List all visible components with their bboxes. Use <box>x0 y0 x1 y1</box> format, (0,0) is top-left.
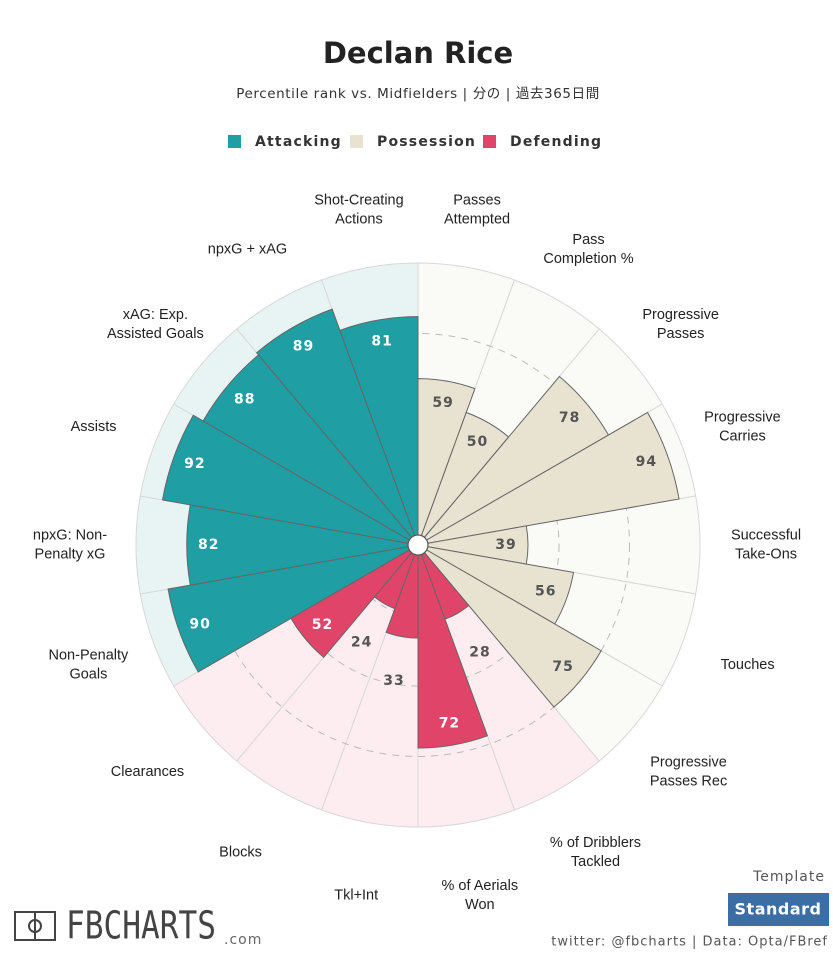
category-line: Passes <box>657 326 705 342</box>
category-line: Actions <box>335 211 383 227</box>
bar <box>417 411 680 546</box>
legend-label: Possession <box>377 134 476 150</box>
legend-swatch <box>228 135 241 148</box>
value-label: 50 <box>467 434 488 450</box>
category-line: Tkl+Int <box>334 887 378 903</box>
bar <box>290 544 419 659</box>
center-hole <box>407 534 429 556</box>
template-badge <box>728 893 829 926</box>
bar <box>167 544 419 673</box>
category-label: Progressive Carries <box>704 409 781 444</box>
category-label: Blocks <box>219 844 262 860</box>
category-line: Passes Rec <box>650 773 727 789</box>
value-label: 33 <box>383 673 404 689</box>
value-label: 52 <box>312 617 333 633</box>
category-line: Penalty xG <box>35 546 106 562</box>
value-label: 56 <box>535 583 556 599</box>
category-line: Progressive <box>642 307 719 323</box>
value-label: 92 <box>184 456 205 472</box>
category-label: Shot-Creating Actions <box>314 192 403 227</box>
legend-label: Defending <box>510 134 602 150</box>
category-line: Clearances <box>111 764 184 780</box>
value-label: 24 <box>351 635 372 651</box>
bar <box>161 414 419 546</box>
category-line: Progressive <box>704 409 781 425</box>
category-line: Won <box>465 897 495 913</box>
chart-subtitle: Percentile rank vs. Midfielders | 分の | 過… <box>236 86 600 102</box>
category-line: Assists <box>71 419 117 435</box>
labels: 90 Non-Penalty Goals 82 npxG: Non- Penalty xG… <box>33 192 801 912</box>
category-label: Clearances <box>111 764 184 780</box>
value-label: 72 <box>439 715 460 731</box>
value-label: 88 <box>234 392 255 408</box>
category-line: Successful <box>731 527 801 543</box>
category-line: Passes <box>453 192 501 208</box>
value-label: 89 <box>293 339 314 355</box>
category-label: Assists <box>71 419 117 435</box>
bars <box>161 308 680 749</box>
category-label: Successful Take-Ons <box>731 527 801 562</box>
category-line: Take-Ons <box>735 546 797 562</box>
bar <box>417 544 489 749</box>
category-line: Goals <box>69 666 107 682</box>
legend-swatch <box>350 135 363 148</box>
category-line: Assisted Goals <box>107 326 204 342</box>
bar <box>255 308 419 546</box>
category-line: npxG: Non- <box>33 527 107 543</box>
category-label: npxG: Non- Penalty xG <box>33 527 107 562</box>
value-label: 81 <box>371 334 392 350</box>
category-line: Blocks <box>219 844 262 860</box>
category-label: % of Aerials Won <box>442 878 519 913</box>
category-label: % of Dribblers Tackled <box>550 835 641 870</box>
value-label: 82 <box>198 537 219 553</box>
logo: FBCHARTS .com <box>14 904 262 948</box>
category-label: Tkl+Int <box>334 887 378 903</box>
category-line: Completion % <box>543 251 633 267</box>
logo-suffix: .com <box>224 932 262 948</box>
template-value: Standard <box>735 900 822 919</box>
value-label: 39 <box>495 537 516 553</box>
value-label: 94 <box>636 454 657 470</box>
logo-text: FBCHARTS <box>66 904 216 948</box>
category-label: Progressive Passes <box>642 307 719 342</box>
category-line: % of Dribblers <box>550 835 641 851</box>
credit: twitter: @fbcharts | Data: Opta/FBref <box>551 935 828 950</box>
category-label: npxG + xAG <box>208 241 287 257</box>
value-label: 90 <box>189 616 210 632</box>
bar <box>417 544 602 708</box>
category-label: xAG: Exp. Assisted Goals <box>107 307 204 342</box>
category-line: Pass <box>572 232 604 248</box>
legend-swatch <box>483 135 496 148</box>
category-label: Progressive Passes Rec <box>650 754 727 789</box>
category-line: Shot-Creating <box>314 192 403 208</box>
category-label: Touches <box>721 657 775 673</box>
category-label: Pass Completion % <box>543 232 633 267</box>
value-label: 78 <box>559 410 580 426</box>
value-label: 28 <box>469 644 490 660</box>
category-line: Touches <box>721 657 775 673</box>
legend-label: Attacking <box>255 134 342 150</box>
category-line: Non-Penalty <box>49 647 130 663</box>
bar <box>339 316 419 546</box>
category-line: Attempted <box>444 211 510 227</box>
template-label: Template <box>752 869 825 885</box>
value-label: 59 <box>432 395 453 411</box>
category-label: Passes Attempted <box>444 192 510 227</box>
bar <box>417 378 476 546</box>
category-line: npxG + xAG <box>208 241 287 257</box>
category-line: % of Aerials <box>442 878 519 894</box>
category-label: Non-Penalty Goals <box>49 647 130 682</box>
category-line: Tackled <box>571 854 620 870</box>
chart-title: Declan Rice <box>323 36 513 70</box>
category-line: xAG: Exp. <box>123 307 188 323</box>
value-label: 75 <box>552 659 573 675</box>
category-line: Carries <box>719 428 766 444</box>
polar-area: 90 Non-Penalty Goals 82 npxG: Non- Penalty xG… <box>33 192 801 912</box>
logo-icon <box>28 919 42 933</box>
category-line: Progressive <box>650 754 727 770</box>
